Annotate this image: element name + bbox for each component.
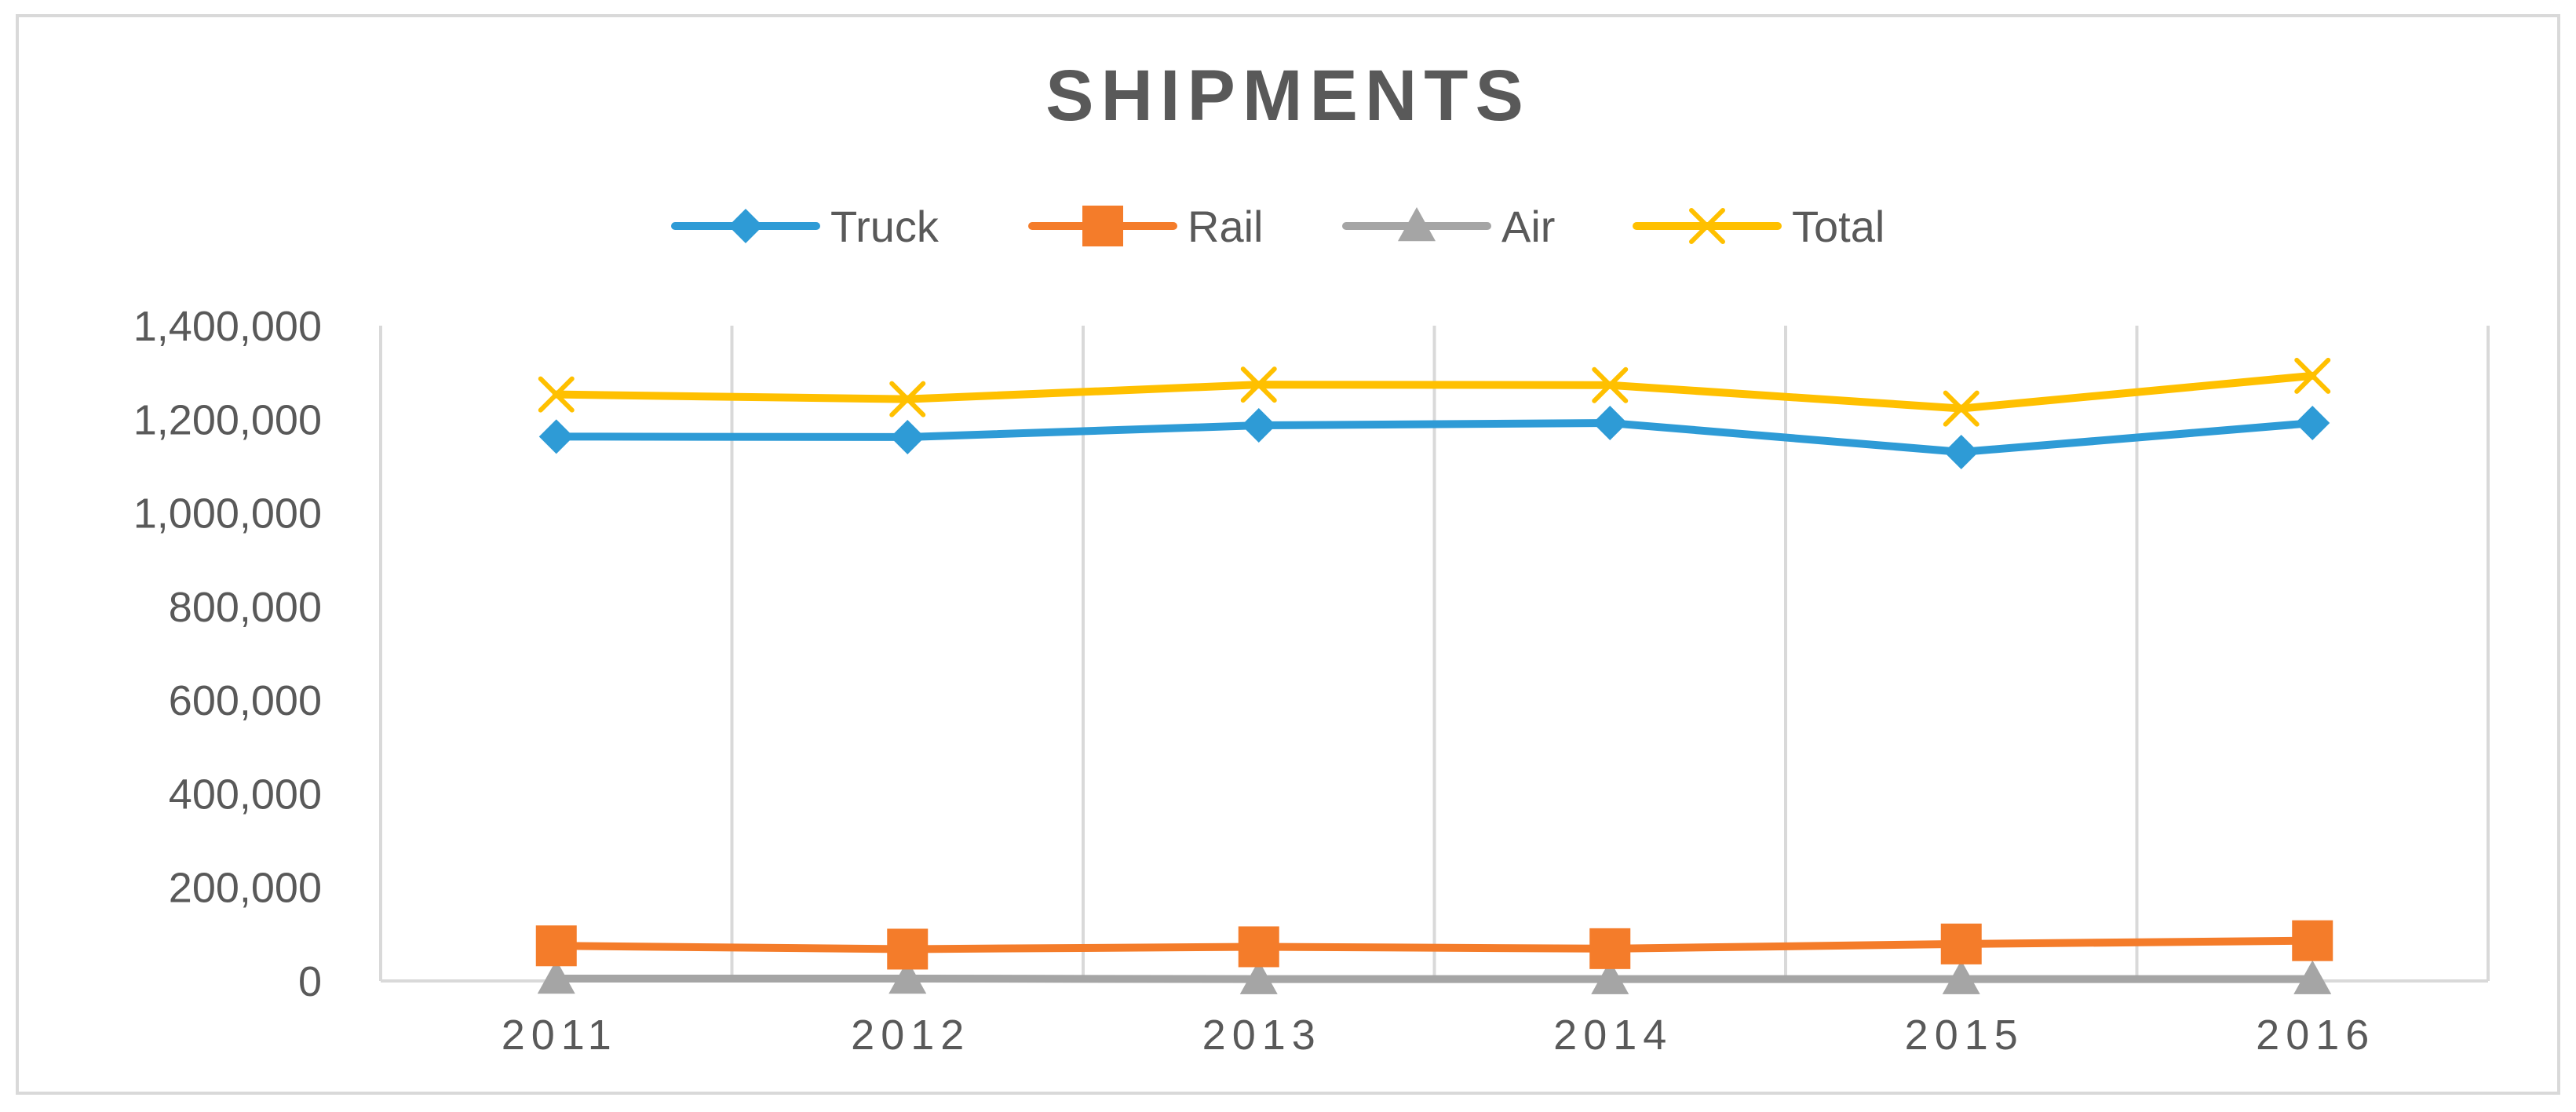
rail-point [1238, 926, 1279, 968]
y-tick-label: 600,000 [169, 677, 322, 724]
y-tick-label: 1,000,000 [133, 490, 322, 538]
x-tick-label: 2012 [851, 1012, 970, 1059]
x-tick-label: 2013 [1202, 1012, 1322, 1059]
air-point [1942, 960, 1980, 994]
truck-point [1593, 406, 1628, 441]
legend-label: Truck [830, 202, 940, 251]
air-point [2293, 960, 2332, 994]
legend-label: Air [1501, 202, 1555, 251]
x-tick-label: 2014 [1553, 1012, 1673, 1059]
legend-item-rail: Rail [1028, 202, 1263, 251]
series-rail [535, 920, 2333, 970]
legend-label: Rail [1188, 202, 1263, 251]
series-lines [535, 357, 2333, 994]
total-point [538, 376, 575, 413]
legend-marker [1082, 206, 1123, 246]
series-air [537, 960, 2332, 994]
legend-item-air: Air [1342, 202, 1555, 251]
total-point [1592, 366, 1629, 403]
rail-point [535, 925, 577, 967]
truck-point [890, 419, 925, 454]
truck-point [1943, 435, 1979, 470]
truck-point [1241, 408, 1276, 443]
air-point [537, 960, 575, 994]
legend-item-total: Total [1633, 202, 1885, 251]
rail-point [2292, 920, 2333, 961]
x-axis-ticks: 2011 2012 2013 2014 2015 2016 [502, 1012, 2375, 1059]
truck-point [538, 419, 574, 454]
legend-marker [1689, 208, 1725, 244]
total-point [2294, 357, 2331, 394]
total-line [552, 371, 2317, 413]
x-tick-label: 2016 [2256, 1012, 2375, 1059]
total-point [1943, 390, 1979, 427]
rail-point [887, 928, 929, 970]
legend: Truck Rail Air Total [671, 202, 1885, 251]
x-tick-label: 2015 [1905, 1012, 2024, 1059]
rail-point [1589, 928, 1631, 969]
truck-line [552, 419, 2317, 457]
legend-marker [1398, 207, 1436, 242]
air-point [1239, 960, 1278, 994]
truck-point [2295, 406, 2330, 441]
series-total [538, 357, 2331, 427]
rail-point [1940, 923, 1982, 964]
y-tick-label: 0 [298, 958, 322, 1005]
x-tick-label: 2011 [502, 1012, 618, 1059]
air-point [1591, 960, 1629, 994]
y-tick-label: 1,200,000 [133, 396, 322, 443]
y-tick-label: 200,000 [169, 865, 322, 912]
chart-title: SHIPMENTS [1045, 56, 1531, 136]
legend-item-truck: Truck [671, 202, 940, 251]
total-point [889, 381, 926, 417]
y-tick-label: 800,000 [169, 584, 322, 631]
y-tick-label: 1,400,000 [133, 303, 322, 350]
series-truck [538, 406, 2330, 470]
total-point [1240, 366, 1277, 403]
legend-label: Total [1792, 202, 1885, 251]
legend-marker [728, 209, 763, 243]
y-tick-label: 400,000 [169, 771, 322, 818]
rail-line [552, 936, 2317, 953]
y-axis-ticks: 0 200,000 400,000 600,000 800,000 1,000,000 1,… [133, 303, 322, 1005]
air-point [888, 960, 927, 994]
